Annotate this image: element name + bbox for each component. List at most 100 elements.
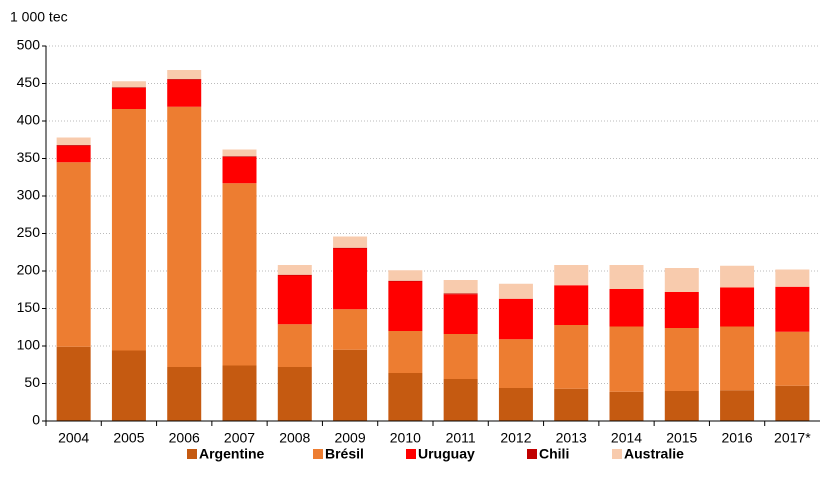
bar-segment	[388, 373, 423, 421]
bar-segment	[56, 346, 91, 421]
x-tick-label: 2012	[500, 430, 531, 446]
bar-segment	[388, 270, 423, 281]
y-tick-label: 150	[17, 299, 41, 315]
bar-segment	[222, 157, 257, 184]
bar-segment	[56, 162, 91, 347]
bar-segment	[222, 183, 257, 366]
y-tick-label: 0	[32, 412, 40, 428]
bar-segment	[222, 156, 257, 157]
y-tick-label: 50	[24, 374, 40, 390]
y-tick-label: 100	[17, 337, 41, 353]
bar-segment	[443, 293, 478, 295]
bar-segment	[609, 391, 644, 421]
bar-segment	[720, 287, 755, 327]
x-tick-label: 2013	[556, 430, 587, 446]
bar-segment	[720, 390, 755, 421]
x-tick-label: 2004	[58, 430, 89, 446]
bar-segment	[222, 365, 257, 421]
bar-segment	[443, 334, 478, 379]
y-tick-label: 400	[17, 112, 41, 128]
bar-segment	[498, 339, 533, 388]
bar-segment	[277, 275, 312, 325]
bar-segment	[720, 326, 755, 391]
x-tick-label: 2007	[224, 430, 255, 446]
x-tick-label: 2015	[666, 430, 697, 446]
bar-segment	[554, 265, 589, 286]
bar-segment	[720, 265, 755, 288]
bar-segment	[498, 283, 533, 299]
bar-segment	[664, 268, 699, 292]
bar-segment	[775, 331, 810, 386]
bar-segment	[277, 324, 312, 367]
x-tick-label: 2010	[390, 430, 421, 446]
bar-segment	[664, 292, 699, 328]
legend-swatch	[527, 449, 537, 459]
legend-swatch	[612, 449, 622, 459]
x-tick-label: 2014	[611, 430, 642, 446]
bar-segment	[609, 265, 644, 289]
bar-segment	[498, 298, 533, 340]
x-tick-label: 2006	[169, 430, 200, 446]
bar-segment	[111, 81, 146, 88]
bar-segment	[222, 149, 257, 157]
bar-segment	[333, 349, 368, 421]
y-axis-label: 1 000 tec	[10, 9, 68, 25]
bar-segment	[775, 269, 810, 287]
legend-label: Brésil	[325, 446, 364, 462]
bar-segment	[664, 391, 699, 421]
bar-segment	[111, 109, 146, 351]
bar-segment	[333, 247, 368, 249]
legend-swatch	[406, 449, 416, 459]
x-tick-label: 2008	[279, 430, 310, 446]
bar-segment	[111, 88, 146, 109]
y-tick-label: 500	[17, 37, 41, 53]
legend-label: Argentine	[199, 446, 265, 462]
y-tick-label: 450	[17, 74, 41, 90]
bar-segment	[554, 388, 589, 421]
bar-segment	[277, 367, 312, 421]
bar-segment	[388, 281, 423, 331]
bar-segment	[111, 87, 146, 88]
legend-label: Uruguay	[418, 446, 475, 462]
legend-swatch	[187, 449, 197, 459]
x-tick-label: 2009	[334, 430, 365, 446]
y-tick-label: 350	[17, 149, 41, 165]
bar-segment	[664, 328, 699, 391]
bar-segment	[498, 388, 533, 421]
legend-label: Australie	[624, 446, 684, 462]
legend-swatch	[313, 449, 323, 459]
x-tick-label: 2005	[113, 430, 144, 446]
bar-segment	[333, 309, 368, 350]
bar-segment	[167, 367, 202, 421]
bar-segment	[56, 145, 91, 163]
bar-segment	[554, 325, 589, 389]
bar-segment	[609, 326, 644, 392]
bar-segment	[775, 286, 810, 332]
x-tick-label: 2011	[446, 430, 476, 446]
bar-segment	[167, 79, 202, 107]
bar-segment	[333, 248, 368, 310]
bar-segment	[333, 236, 368, 248]
bar-segment	[443, 280, 478, 294]
y-tick-label: 250	[17, 224, 41, 240]
bar-segment	[277, 274, 312, 276]
bar-segment	[167, 106, 202, 367]
x-tick-label: 2016	[721, 430, 752, 446]
y-tick-label: 300	[17, 187, 41, 203]
bar-segment	[554, 285, 589, 325]
legend-label: Chili	[539, 446, 569, 462]
bar-segment	[775, 385, 810, 421]
bar-segment	[443, 379, 478, 421]
bar-segment	[277, 265, 312, 275]
y-tick-label: 200	[17, 262, 41, 278]
bar-segment	[167, 79, 202, 80]
bar-segment	[443, 294, 478, 334]
bar-segment	[56, 137, 91, 145]
bar-segment	[388, 331, 423, 373]
bar-segment	[609, 289, 644, 327]
bar-segment	[56, 145, 91, 146]
bar-segment	[111, 350, 146, 421]
bar-segment	[167, 70, 202, 79]
x-tick-label: 2017*	[774, 430, 811, 446]
